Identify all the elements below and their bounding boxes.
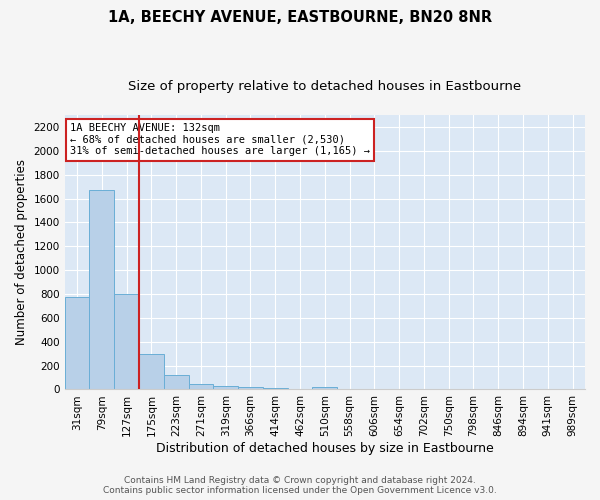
- Bar: [139, 354, 164, 390]
- Y-axis label: Number of detached properties: Number of detached properties: [15, 159, 28, 345]
- X-axis label: Distribution of detached houses by size in Eastbourne: Distribution of detached houses by size …: [156, 442, 494, 455]
- Text: Contains HM Land Registry data © Crown copyright and database right 2024.
Contai: Contains HM Land Registry data © Crown c…: [103, 476, 497, 495]
- Bar: [114, 294, 139, 390]
- Bar: [164, 375, 188, 390]
- Title: Size of property relative to detached houses in Eastbourne: Size of property relative to detached ho…: [128, 80, 521, 93]
- Bar: [89, 190, 114, 390]
- Text: 1A BEECHY AVENUE: 132sqm
← 68% of detached houses are smaller (2,530)
31% of sem: 1A BEECHY AVENUE: 132sqm ← 68% of detach…: [70, 123, 370, 156]
- Bar: [65, 297, 89, 390]
- Bar: [214, 386, 238, 390]
- Bar: [238, 388, 263, 390]
- Bar: [313, 387, 337, 390]
- Bar: [263, 388, 287, 390]
- Bar: [188, 384, 214, 390]
- Text: 1A, BEECHY AVENUE, EASTBOURNE, BN20 8NR: 1A, BEECHY AVENUE, EASTBOURNE, BN20 8NR: [108, 10, 492, 25]
